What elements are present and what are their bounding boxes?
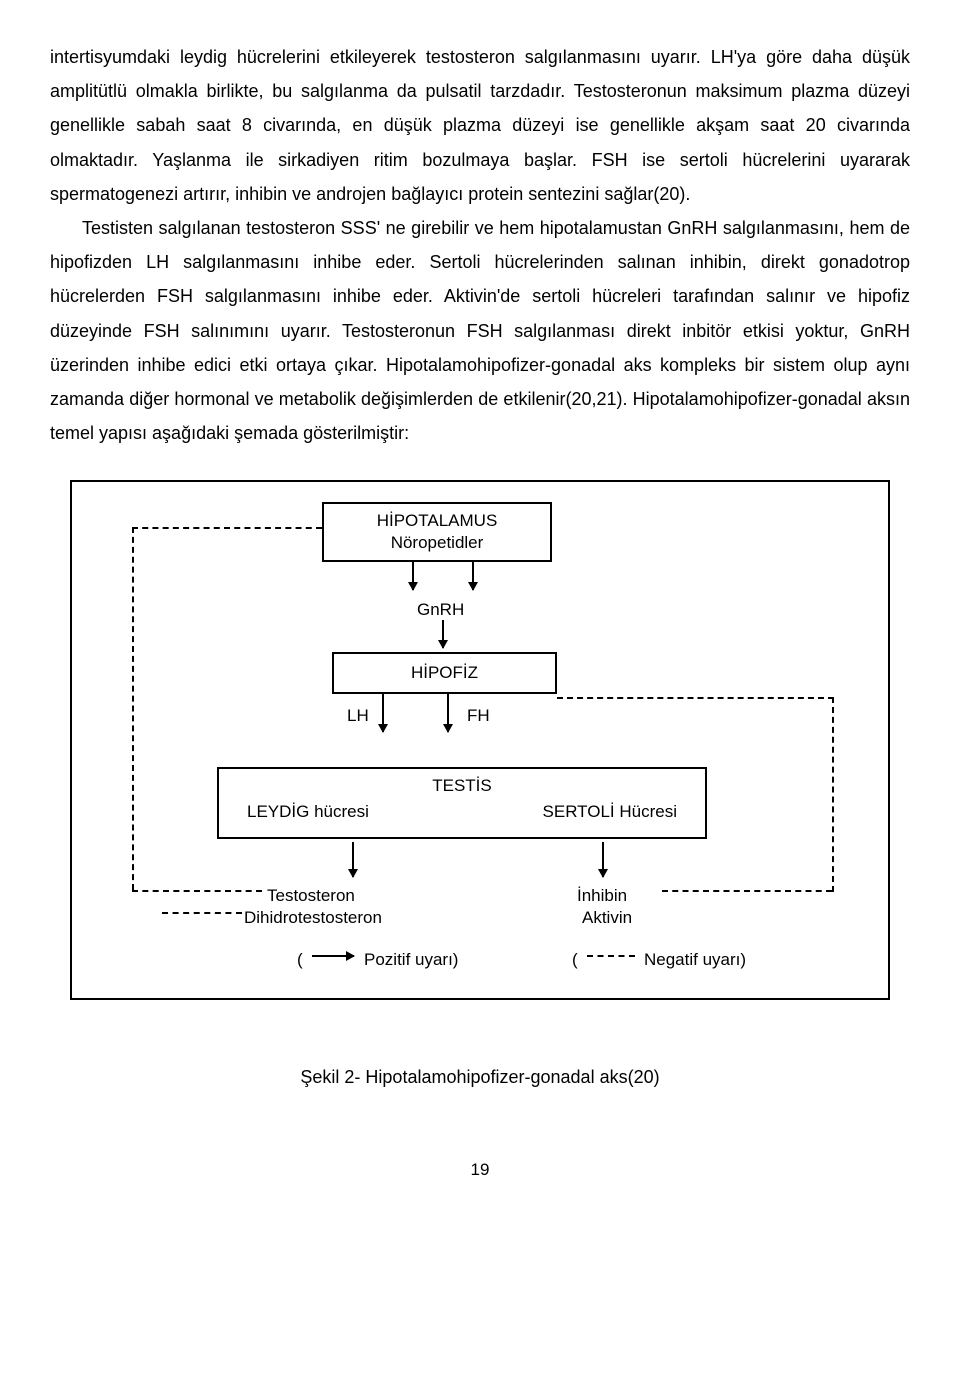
legend-pos-text: Pozitif uyarı) <box>364 944 458 976</box>
sertoli-label: SERTOLİ Hücresi <box>543 801 677 823</box>
figure-caption: Şekil 2- Hipotalamohipofizer-gonadal aks… <box>50 1060 910 1094</box>
arrow-gnrh-hipofiz <box>442 620 444 648</box>
hipofiz-label: HİPOFİZ <box>411 663 478 682</box>
page-number: 19 <box>50 1154 910 1186</box>
arrow-hipotalamus-gnrh-1 <box>412 562 414 590</box>
legend-pos-paren: ( <box>297 944 303 976</box>
feedback-right-h2 <box>557 697 834 699</box>
aktivin-label: Aktivin <box>582 902 632 934</box>
arrow-sertoli-inhibin <box>602 842 604 877</box>
fh-label: FH <box>467 700 490 732</box>
hipofiz-box: HİPOFİZ <box>332 652 557 694</box>
hipotalamus-box: HİPOTALAMUS Nöropetidler <box>322 502 552 562</box>
dihidro-label: Dihidrotestosteron <box>244 902 382 934</box>
legend-neg-text: Negatif uyarı) <box>644 944 746 976</box>
legend-neg-dash <box>587 955 635 957</box>
leydig-label: LEYDİG hücresi <box>247 801 369 823</box>
testis-box: TESTİS LEYDİG hücresi SERTOLİ Hücresi <box>217 767 707 839</box>
legend-neg-paren: ( <box>572 944 578 976</box>
lh-label: LH <box>347 700 369 732</box>
feedback-left-v <box>132 527 134 890</box>
arrow-lh <box>382 692 384 732</box>
hipotalamus-line2: Nöropetidler <box>334 532 540 554</box>
arrow-fh <box>447 692 449 732</box>
testis-title: TESTİS <box>229 775 695 797</box>
diagram-container: HİPOTALAMUS Nöropetidler GnRH HİPOFİZ LH… <box>50 480 910 1000</box>
hipotalamus-line1: HİPOTALAMUS <box>334 510 540 532</box>
feedback-right-h1 <box>662 890 832 892</box>
arrow-leydig-testosteron <box>352 842 354 877</box>
feedback-left-h1 <box>132 890 262 892</box>
feedback-left-branch <box>162 912 242 914</box>
paragraph-1: intertisyumdaki leydig hücrelerini etkil… <box>50 40 910 211</box>
feedback-right-v <box>832 697 834 892</box>
gnrh-label: GnRH <box>417 594 464 626</box>
paragraph-2: Testisten salgılanan testosteron SSS' ne… <box>50 211 910 450</box>
feedback-left-h2 <box>132 527 322 529</box>
arrow-hipotalamus-gnrh-2 <box>472 562 474 590</box>
hpg-axis-diagram: HİPOTALAMUS Nöropetidler GnRH HİPOFİZ LH… <box>70 480 890 1000</box>
legend-pos-arrow <box>312 955 354 957</box>
